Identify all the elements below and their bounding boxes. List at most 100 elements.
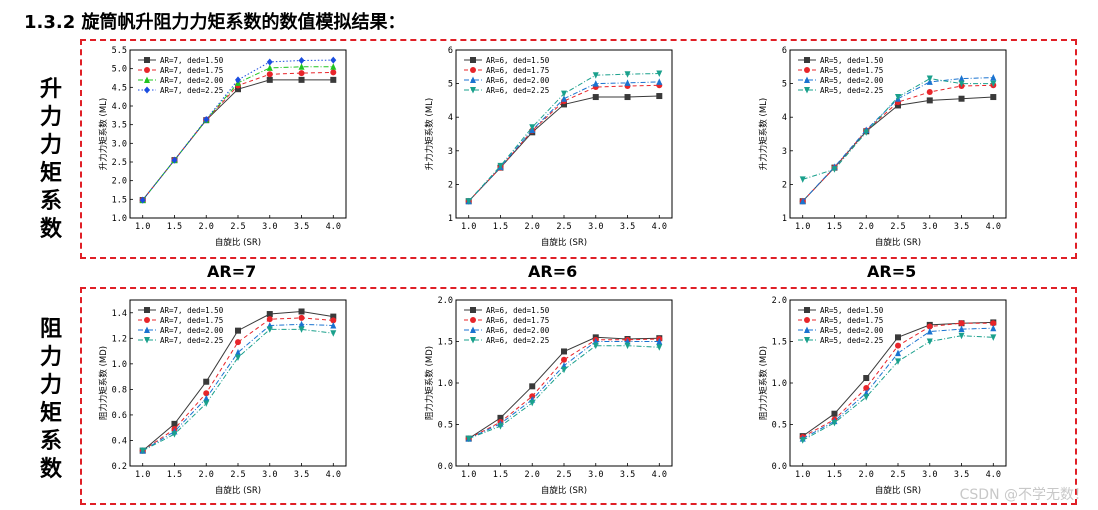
data-point	[656, 78, 663, 85]
data-point	[895, 102, 901, 109]
ar-label-5: AR=5	[867, 262, 917, 281]
x-tick-label: 3.5	[954, 222, 969, 232]
legend-marker	[470, 317, 476, 323]
x-tick-label: 2.5	[556, 470, 571, 480]
series-line	[468, 95, 660, 202]
series-line	[142, 79, 334, 201]
series-group	[465, 342, 663, 443]
data-point	[990, 94, 997, 101]
x-tick-label: 3.0	[588, 222, 603, 232]
data-point	[561, 366, 567, 374]
series-group	[139, 56, 337, 204]
y-tick-label: 1.0	[438, 379, 453, 389]
data-point	[298, 63, 305, 70]
legend-label: AR=6, ded=2.25	[486, 336, 549, 345]
legend-marker	[144, 326, 150, 333]
y-axis-label: 升力力矩系数 (ML)	[758, 98, 769, 170]
legend-label: AR=5, ded=1.75	[820, 66, 883, 75]
y-axis-label: 升力力矩系数 (ML)	[424, 98, 435, 170]
x-tick-label: 1.5	[167, 222, 182, 232]
x-axis-label: 自旋比 (SR)	[875, 485, 921, 496]
data-point	[958, 325, 965, 333]
ar-label-6: AR=6	[528, 262, 578, 281]
data-point	[958, 75, 965, 82]
data-point	[831, 166, 838, 173]
y-tick-label: 0.4	[112, 436, 127, 446]
y-tick-label: 5	[448, 80, 453, 90]
legend-marker	[470, 337, 476, 344]
y-axis-label: 阻力力矩系数 (MD)	[758, 346, 769, 420]
y-tick-label: 1.0	[772, 379, 787, 389]
data-point	[266, 311, 273, 318]
y-tick-label: 2.5	[112, 158, 127, 168]
data-point	[926, 89, 933, 95]
series-group	[139, 308, 337, 454]
y-tick-label: 5.5	[112, 46, 127, 56]
y-axis-label: 阻力力矩系数 (MD)	[98, 346, 109, 420]
y-tick-label: 0.5	[772, 421, 787, 431]
y-tick-label: 0.2	[112, 462, 127, 472]
legend-label: AR=6, ded=1.75	[486, 316, 549, 325]
x-tick-label: 3.0	[588, 470, 603, 480]
data-point	[863, 394, 870, 401]
data-point	[990, 320, 997, 327]
legend-label: AR=7, ded=1.75	[160, 66, 223, 75]
data-point	[235, 348, 241, 356]
data-point	[863, 375, 870, 382]
chart-lift-ar5: 1 2 3 4 5 6 1.0 1.5 2.0 2.5 3.0 3.5 4.0 自旋比 (SR) 升力力矩系…	[756, 44, 1016, 254]
y-tick-label: 4	[448, 113, 453, 123]
x-tick-label: 1.5	[493, 222, 508, 232]
y-tick-label: 2	[448, 180, 453, 190]
data-point	[561, 95, 567, 102]
y-tick-label: 2	[782, 180, 787, 190]
data-point	[624, 342, 631, 350]
series-group	[799, 94, 997, 205]
legend-marker	[804, 57, 810, 63]
data-point	[990, 80, 997, 88]
x-tick-label: 4.0	[652, 222, 667, 232]
data-point	[171, 420, 178, 427]
data-point	[298, 56, 305, 64]
data-point	[266, 76, 273, 83]
x-tick-label: 2.0	[199, 470, 214, 480]
y-tick-label: 3.5	[112, 121, 127, 131]
x-tick-label: 3.5	[620, 470, 635, 480]
chart-drag-ar7: 0.2 0.4 0.6 0.8 1.0 1.2 1.4 1.0 1.5 2.0 2.5 3.0 3.5 4…	[96, 294, 356, 502]
x-tick-label: 3.0	[262, 470, 277, 480]
data-point	[235, 339, 241, 346]
y-tick-label: 5.0	[112, 65, 127, 75]
y-tick-label: 1.4	[112, 309, 127, 319]
data-point	[926, 75, 933, 83]
series-group	[465, 93, 663, 205]
data-point	[958, 332, 965, 340]
data-point	[656, 338, 663, 345]
x-tick-label: 1.0	[795, 470, 810, 480]
legend-label: AR=7, ded=2.00	[160, 76, 224, 85]
legend-marker	[470, 87, 476, 94]
data-point	[298, 70, 305, 77]
data-point	[656, 93, 663, 100]
data-point	[529, 399, 536, 407]
data-point	[592, 80, 599, 87]
x-tick-label: 1.0	[135, 470, 150, 480]
data-point	[497, 423, 504, 430]
series-group	[799, 75, 997, 183]
chart-svg: 1 2 3 4 5 6 1.0 1.5 2.0 2.5 3.0 3.5 4.0 自旋比 (SR) 升力力矩系…	[758, 46, 1007, 248]
legend-marker	[804, 337, 810, 344]
data-point	[171, 156, 178, 164]
x-tick-label: 3.5	[620, 222, 635, 232]
drag-group-box	[80, 287, 1077, 505]
legend-label: AR=7, ded=1.50	[160, 306, 224, 315]
data-point	[624, 79, 631, 86]
y-tick-label: 2.0	[438, 296, 453, 306]
legend-label: AR=7, ded=2.25	[160, 336, 223, 345]
x-tick-label: 3.0	[922, 470, 937, 480]
legend-marker	[804, 317, 810, 323]
y-tick-label: 1.0	[112, 360, 127, 370]
y-tick-label: 0.0	[438, 462, 453, 472]
data-point	[831, 410, 838, 417]
legend-marker	[470, 326, 476, 333]
data-point	[298, 326, 305, 333]
data-point	[298, 314, 305, 321]
data-point	[656, 344, 663, 351]
